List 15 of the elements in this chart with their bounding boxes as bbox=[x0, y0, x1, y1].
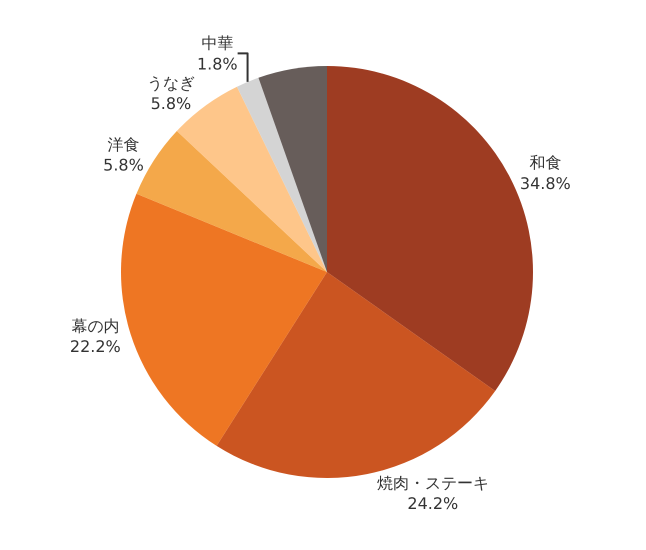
data-label: 5.8% bbox=[103, 156, 144, 175]
data-label: 22.2% bbox=[70, 337, 121, 356]
data-label: 24.2% bbox=[407, 494, 458, 514]
slice-label: 和食 bbox=[529, 153, 562, 172]
pie-slice bbox=[121, 194, 327, 446]
slice-label: 洋食 bbox=[107, 134, 140, 154]
slice-label: 焼肉・ステーキ bbox=[376, 473, 489, 492]
data-label: 5.8% bbox=[150, 94, 192, 114]
data-label: 1.8% bbox=[196, 54, 238, 74]
pie-slice bbox=[258, 66, 327, 272]
slice-label: 幕の内 bbox=[71, 316, 120, 336]
pie-slice bbox=[236, 78, 327, 272]
slice-label: うなぎ bbox=[146, 73, 195, 92]
data-label: 34.8% bbox=[520, 174, 571, 194]
slice-label: 中華 bbox=[201, 34, 234, 52]
